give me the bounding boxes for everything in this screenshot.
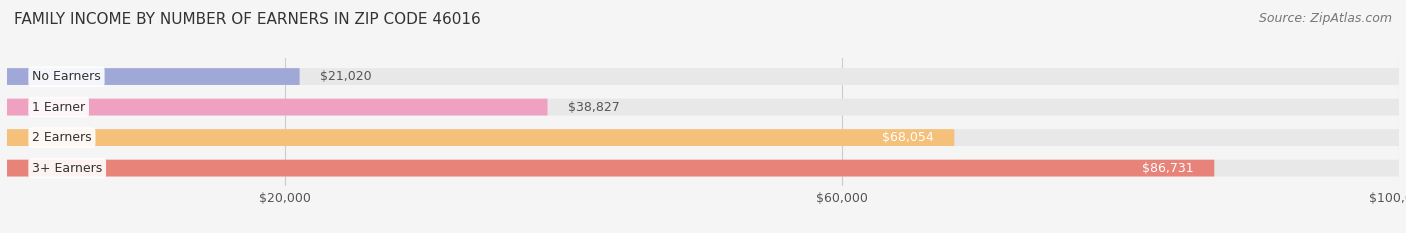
Text: 3+ Earners: 3+ Earners <box>32 162 103 175</box>
Text: $86,731: $86,731 <box>1142 162 1194 175</box>
FancyBboxPatch shape <box>7 99 1399 116</box>
Text: No Earners: No Earners <box>32 70 101 83</box>
Text: 2 Earners: 2 Earners <box>32 131 91 144</box>
Text: FAMILY INCOME BY NUMBER OF EARNERS IN ZIP CODE 46016: FAMILY INCOME BY NUMBER OF EARNERS IN ZI… <box>14 12 481 27</box>
FancyBboxPatch shape <box>7 99 547 116</box>
Text: $68,054: $68,054 <box>882 131 934 144</box>
FancyBboxPatch shape <box>7 68 299 85</box>
FancyBboxPatch shape <box>7 129 955 146</box>
FancyBboxPatch shape <box>7 68 1399 85</box>
FancyBboxPatch shape <box>7 129 1399 146</box>
FancyBboxPatch shape <box>7 160 1215 176</box>
Text: $38,827: $38,827 <box>568 101 620 113</box>
Text: 1 Earner: 1 Earner <box>32 101 86 113</box>
FancyBboxPatch shape <box>7 160 1399 176</box>
Text: Source: ZipAtlas.com: Source: ZipAtlas.com <box>1258 12 1392 25</box>
Text: $21,020: $21,020 <box>321 70 373 83</box>
